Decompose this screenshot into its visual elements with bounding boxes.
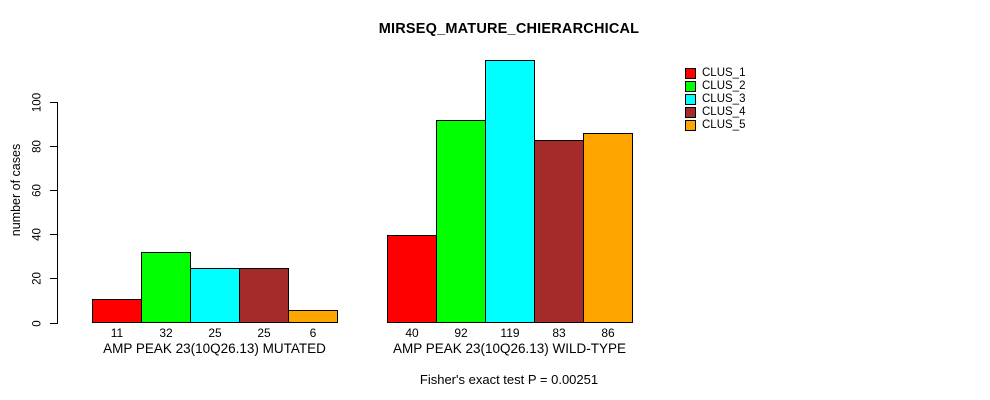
bar-clus_2-group-2 [436,120,486,323]
bar-value-label: 119 [500,326,520,340]
legend-row: CLUS_2 [685,80,745,93]
legend-swatch-icon [685,107,696,118]
y-tick-label: 0 [31,319,44,327]
legend-swatch-icon [685,120,696,131]
legend-swatch-icon [685,68,696,79]
y-tick-label: 80 [31,139,44,153]
y-tick-label: 20 [31,272,44,286]
y-tick [50,278,58,280]
bar-clus_3-group-1 [190,268,240,323]
bar-value-label: 40 [405,326,419,340]
bar-value-label: 6 [309,326,317,340]
y-tick-label: 40 [31,228,44,241]
group-label-1: AMP PEAK 23(10Q26.13) MUTATED [103,341,326,356]
bar-clus_1-group-1 [92,299,142,323]
bar-value-label: 92 [454,326,468,340]
y-tick-label: 60 [31,184,44,197]
legend-swatch-icon [685,81,696,92]
bar-value-label: 25 [257,326,271,340]
legend: CLUS_1 CLUS_2 CLUS_3 CLUS_4 CLUS_5 [685,67,745,132]
legend-label: CLUS_1 [702,67,746,79]
bar-clus_3-group-2 [485,60,535,323]
legend-label: CLUS_5 [702,119,746,131]
bar-clus_5-group-2 [583,133,633,323]
y-tick [50,234,58,236]
bar-value-label: 25 [208,326,222,340]
legend-label: CLUS_3 [702,93,746,105]
bar-value-label: 86 [601,326,615,340]
chart-title: MIRSEQ_MATURE_CHIERARCHICAL [378,21,640,37]
y-tick [50,145,58,147]
y-axis-title: number of cases [9,143,23,237]
legend-row: CLUS_3 [685,93,745,106]
bar-clus_4-group-1 [239,268,289,323]
bar-clus_4-group-2 [534,140,584,323]
bar-value-label: 83 [552,326,566,340]
y-axis-line [57,102,58,324]
y-tick [50,101,58,103]
group-label-2: AMP PEAK 23(10Q26.13) WILD-TYPE [392,341,627,356]
bar-clus_1-group-2 [387,235,437,323]
bar-value-label: 32 [159,326,173,340]
legend-row: CLUS_1 [685,67,745,80]
legend-row: CLUS_5 [685,119,745,132]
legend-row: CLUS_4 [685,106,745,119]
footer-annotation: Fisher's exact test P = 0.00251 [419,372,599,387]
legend-label: CLUS_2 [702,80,746,92]
bar-clus_5-group-1 [288,310,338,323]
legend-label: CLUS_4 [702,106,746,118]
legend-swatch-icon [685,94,696,105]
y-tick-label: 100 [31,92,44,112]
y-tick [50,189,58,191]
y-tick [50,322,58,324]
bar-clus_2-group-1 [141,252,191,323]
bar-value-label: 11 [110,326,124,340]
